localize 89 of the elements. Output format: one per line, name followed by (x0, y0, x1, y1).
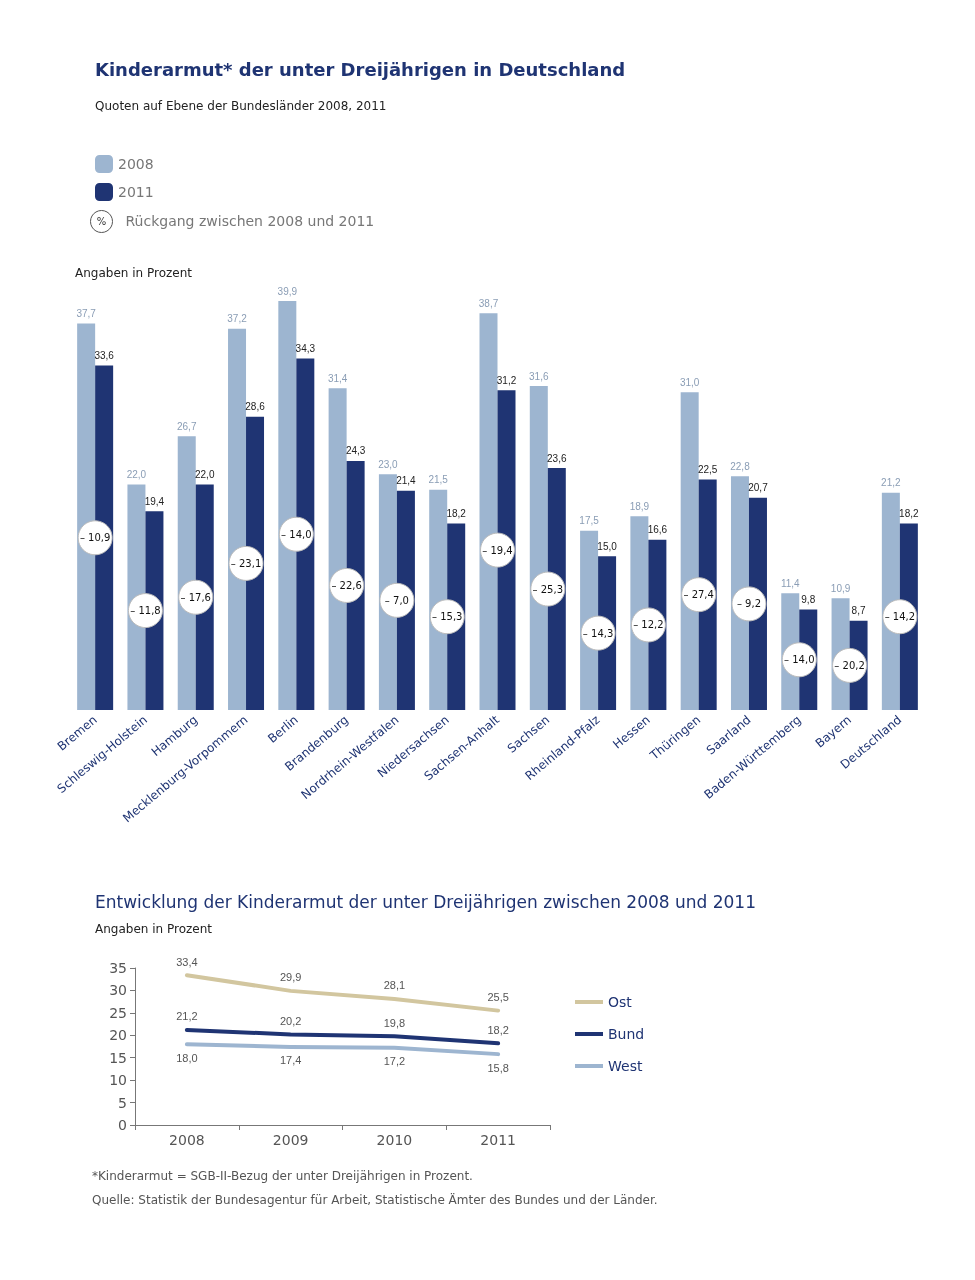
annotation: – 10,9 (79, 532, 111, 544)
x-tick-label: 2011 (480, 1132, 516, 1148)
y-tick-label: 10 (109, 1072, 127, 1089)
data-label: 20,7 (748, 482, 769, 494)
y-tick-label: 20 (109, 1027, 127, 1044)
legend-label: 2008 (118, 156, 154, 172)
data-label: 18,2 (446, 507, 467, 519)
data-label: 34,3 (295, 342, 316, 354)
data-label: 18,0 (176, 1051, 198, 1064)
annotation: – 22,6 (331, 579, 362, 591)
x-tick-label: 2008 (169, 1132, 205, 1148)
data-label: 17,5 (579, 515, 600, 527)
data-label: 28,6 (245, 401, 266, 413)
x-tick-label: 2010 (376, 1132, 413, 1148)
chart-subtitle: Quoten auf Ebene der Bundesländer 2008, 2011 (95, 99, 387, 113)
y-tick-label: 5 (118, 1094, 127, 1111)
chart-title: Kinderarmut* der unter Dreijährigen in Deutschland (95, 58, 626, 80)
data-label: 15,8 (487, 1061, 509, 1074)
data-label: 23,0 (378, 458, 399, 470)
annotation: – 15,3 (431, 611, 463, 623)
y-axis-title: Angaben in Prozent (75, 266, 193, 280)
legend-label: Ost (608, 994, 633, 1010)
data-label: 22,5 (697, 463, 718, 475)
annotation: – 19,4 (482, 544, 513, 556)
annotation: – 23,1 (230, 557, 262, 569)
annotation: – 14,0 (281, 528, 312, 540)
data-label: 8,7 (851, 605, 866, 617)
annotation: – 14,0 (784, 654, 815, 666)
data-label: 21,4 (396, 475, 417, 487)
data-label: 20,2 (279, 1014, 302, 1027)
data-label: 18,2 (899, 507, 920, 519)
data-label: 17,4 (279, 1054, 302, 1067)
annotation: – 14,3 (582, 627, 614, 639)
chart-title: Entwicklung der Kinderarmut der unter Dreijährigen zwischen 2008 und 2011 (95, 891, 756, 912)
data-label: 24,3 (345, 445, 366, 457)
data-label: 10,9 (830, 582, 851, 594)
annotation: – 9,2 (736, 598, 762, 610)
y-tick-label: 35 (109, 960, 127, 976)
data-label: 33,4 (176, 955, 198, 968)
data-label: 31,2 (496, 374, 517, 386)
annotation: – 7,0 (384, 594, 409, 606)
data-label: 22,0 (126, 469, 147, 480)
data-label: 22,8 (730, 460, 751, 472)
annotation: – 20,2 (834, 659, 865, 671)
data-label: 19,8 (383, 1016, 406, 1029)
data-label: 37,7 (76, 308, 97, 320)
source-note: Quelle: Statistik der Bundesagentur für Arbeit, Statistische Ämter des Bundes und der Länder. (92, 1192, 658, 1207)
annotation: – 14,2 (884, 611, 916, 623)
annotation: – 25,3 (532, 583, 564, 595)
data-label: 21,2 (881, 477, 902, 489)
data-label: 15,0 (597, 540, 618, 552)
annotation: – 27,4 (683, 589, 714, 601)
data-label: 22,0 (195, 469, 215, 480)
data-label: 31,6 (529, 370, 549, 382)
data-label: 11,4 (780, 577, 801, 589)
data-label: 19,4 (144, 495, 165, 507)
annotation: – 12,2 (633, 619, 664, 631)
text: *Kinderarmut = SGB-II-Bezug der unter Dreijährigen in Prozent. (92, 1169, 473, 1183)
data-label: 26,7 (177, 420, 197, 432)
y-tick-label: 25 (109, 1004, 127, 1021)
y-axis-title: Angaben in Prozent (95, 922, 213, 936)
data-label: 25,5 (487, 991, 509, 1004)
legend-label: West (608, 1058, 643, 1074)
data-label: 31,0 (679, 376, 700, 388)
data-label: 9,8 (801, 594, 816, 606)
legend-label: Bund (608, 1026, 645, 1042)
x-tick-label: 2009 (272, 1132, 309, 1148)
data-label: 18,2 (487, 1023, 509, 1036)
data-label: 37,2 (227, 313, 248, 325)
y-tick-label: 0 (118, 1117, 127, 1133)
data-label: 28,1 (383, 979, 406, 992)
data-label: 29,9 (279, 971, 302, 984)
data-label: 39,9 (277, 285, 298, 297)
text: % (96, 216, 107, 227)
text: Rückgang zwischen 2008 und 2011 (125, 212, 375, 229)
data-label: 17,2 (383, 1055, 406, 1068)
data-label: 33,6 (94, 350, 115, 362)
data-label: 21,2 (176, 1010, 198, 1023)
annotation: – 17,6 (180, 591, 211, 603)
annotation: – 11,8 (130, 605, 161, 617)
y-tick-label: 15 (109, 1049, 127, 1066)
data-label: 16,6 (647, 524, 668, 536)
data-label: 38,7 (478, 297, 499, 309)
data-label: 18,9 (629, 500, 650, 512)
data-label: 21,5 (428, 474, 449, 486)
y-tick-label: 30 (109, 982, 127, 999)
data-label: 31,4 (327, 372, 348, 384)
legend-label: 2011 (118, 184, 154, 200)
data-label: 23,6 (547, 452, 567, 464)
